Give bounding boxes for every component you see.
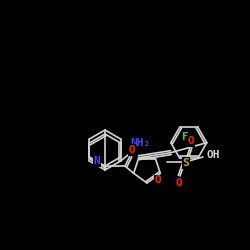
Text: O: O [155,175,162,185]
Text: N: N [94,156,100,166]
Text: O: O [188,136,194,146]
Text: S: S [182,158,190,168]
Text: F: F [182,132,189,142]
Text: O: O [128,145,136,155]
Text: NH₂: NH₂ [130,138,151,148]
Text: OH: OH [206,150,220,160]
Text: O: O [176,178,182,188]
